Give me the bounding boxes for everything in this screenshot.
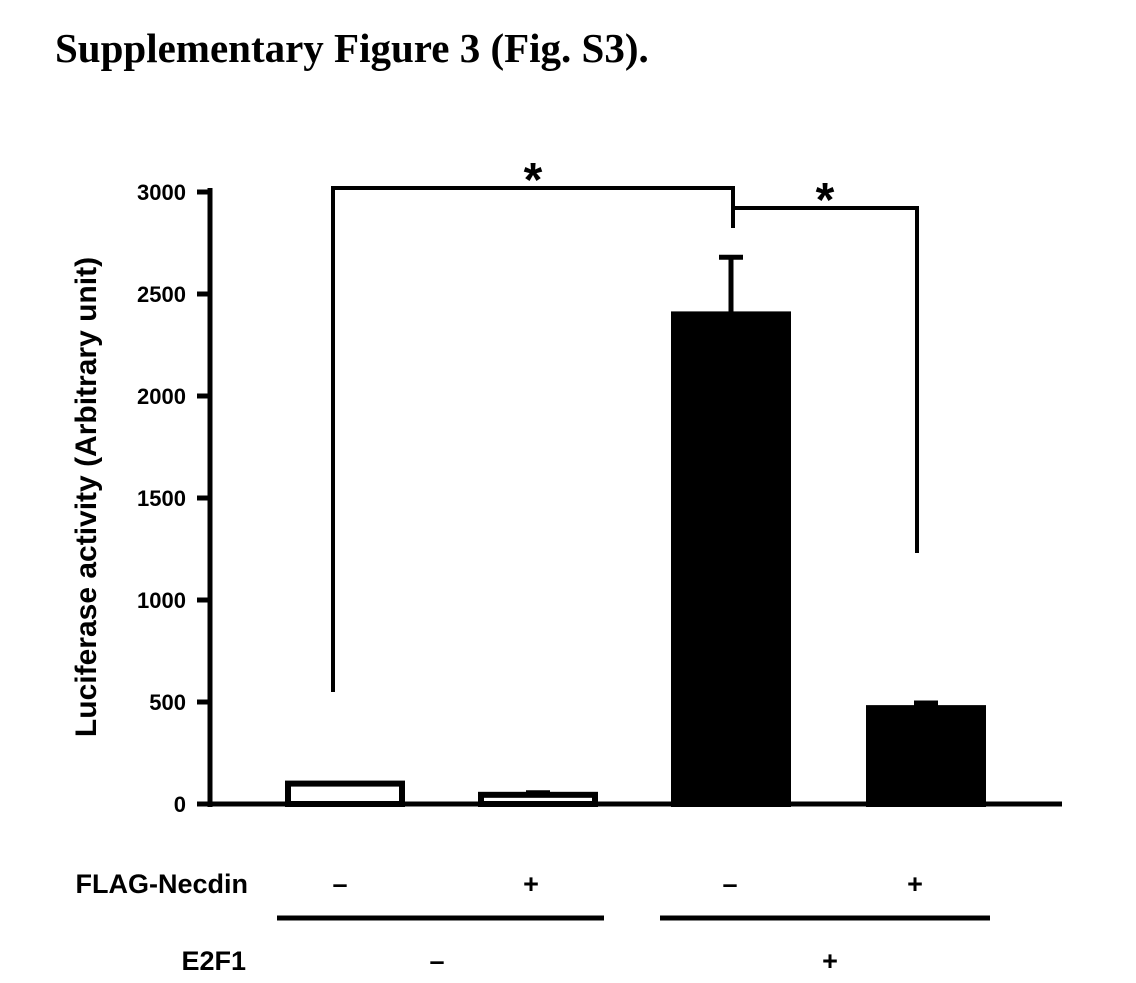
condition-label-flag-necdin: FLAG-Necdin <box>76 869 249 899</box>
bar <box>671 311 791 807</box>
significance-star: * <box>524 154 543 207</box>
y-tick-label: 0 <box>174 792 186 817</box>
y-tick-label: 2000 <box>137 384 186 409</box>
y-axis-label: Luciferase activity (Arbitrary unit) <box>70 257 103 737</box>
page-title: Supplementary Figure 3 (Fig. S3). <box>55 25 649 71</box>
condition-sign: – <box>332 869 347 899</box>
condition-sign: + <box>523 869 539 899</box>
condition-sign: + <box>822 946 838 976</box>
significance-star: * <box>816 174 835 227</box>
condition-sign: – <box>722 869 737 899</box>
y-tick-label: 2500 <box>137 282 186 307</box>
condition-sign: + <box>907 869 923 899</box>
condition-label-e2f1: E2F1 <box>181 946 246 976</box>
significance-bracket <box>733 206 919 553</box>
y-tick-label: 1000 <box>137 588 186 613</box>
bar <box>866 705 986 807</box>
condition-sign: – <box>429 946 444 976</box>
y-tick-label: 500 <box>149 690 186 715</box>
y-tick-label: 3000 <box>137 180 186 205</box>
bar <box>285 780 405 807</box>
y-tick-label: 1500 <box>137 486 186 511</box>
